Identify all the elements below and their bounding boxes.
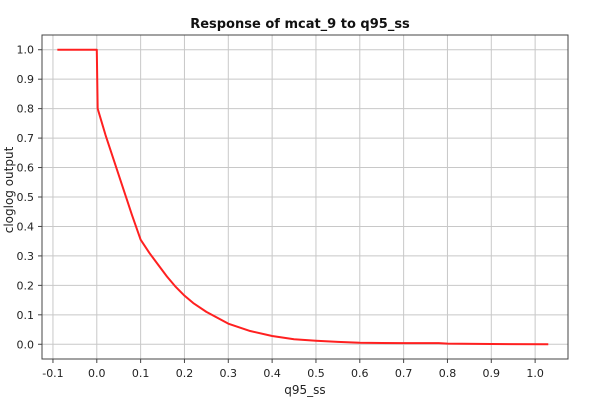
x-tick-label: 1.0 — [526, 367, 544, 380]
y-tick-label: 0.5 — [17, 191, 35, 204]
x-tick-label: 0.2 — [176, 367, 194, 380]
chart-title: Response of mcat_9 to q95_ss — [190, 17, 410, 32]
y-tick-label: 0.3 — [17, 250, 35, 263]
y-tick-label: 0.8 — [17, 103, 35, 116]
x-tick-label: 0.5 — [307, 367, 325, 380]
y-tick-label: 0.1 — [17, 309, 35, 322]
response-curve-line — [57, 48, 549, 346]
grid — [42, 35, 568, 359]
x-tick-label: 0.6 — [351, 367, 369, 380]
x-tick-label: -0.1 — [42, 367, 63, 380]
x-tick-label: 0.8 — [439, 367, 457, 380]
y-axis-title: cloglog output — [2, 146, 16, 233]
y-tick-label: 0.2 — [17, 279, 35, 292]
y-tick-label: 0.0 — [17, 338, 35, 351]
x-tick-label: 0.0 — [88, 367, 106, 380]
y-tick-label: 0.7 — [17, 132, 35, 145]
x-tick-label: 0.1 — [132, 367, 150, 380]
x-tick-label: 0.7 — [395, 367, 413, 380]
x-tick-label: 0.9 — [483, 367, 501, 380]
y-tick-label: 0.9 — [17, 73, 35, 86]
axis-ticks: -0.1 0.0 0.1 0.2 0.3 0.4 0.5 0.6 0.7 0.8 0.9 1.0 0.0… — [17, 44, 544, 380]
x-tick-label: 0.3 — [220, 367, 238, 380]
x-axis-title: q95_ss — [284, 383, 325, 397]
x-tick-label: 0.4 — [263, 367, 281, 380]
y-tick-label: 1.0 — [17, 44, 35, 57]
series-layer — [57, 48, 549, 346]
y-tick-label: 0.4 — [17, 220, 35, 233]
y-tick-label: 0.6 — [17, 162, 35, 175]
